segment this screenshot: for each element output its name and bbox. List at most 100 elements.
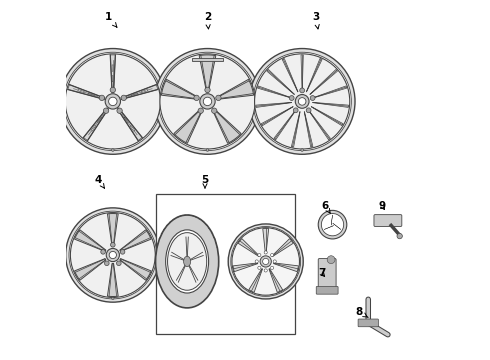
Circle shape: [255, 260, 258, 263]
Ellipse shape: [184, 256, 191, 267]
Circle shape: [289, 96, 294, 100]
Polygon shape: [118, 108, 142, 140]
Circle shape: [306, 108, 311, 113]
Text: 4: 4: [95, 175, 104, 188]
Polygon shape: [124, 117, 128, 123]
Circle shape: [105, 94, 121, 109]
Circle shape: [231, 226, 300, 296]
Circle shape: [198, 108, 203, 113]
Circle shape: [264, 251, 267, 254]
Circle shape: [103, 108, 109, 113]
Polygon shape: [120, 230, 151, 251]
Polygon shape: [233, 263, 258, 272]
Polygon shape: [141, 90, 147, 93]
Circle shape: [158, 52, 257, 150]
FancyBboxPatch shape: [316, 287, 338, 294]
Polygon shape: [88, 93, 95, 96]
Circle shape: [112, 297, 114, 300]
Circle shape: [295, 95, 309, 108]
Polygon shape: [256, 102, 292, 107]
Circle shape: [321, 213, 343, 236]
Polygon shape: [107, 213, 118, 247]
Circle shape: [194, 95, 199, 100]
Circle shape: [65, 54, 160, 149]
Circle shape: [298, 98, 306, 105]
Circle shape: [60, 49, 166, 154]
Polygon shape: [131, 93, 138, 96]
Circle shape: [212, 108, 217, 113]
Polygon shape: [238, 239, 260, 257]
Polygon shape: [68, 85, 104, 99]
Polygon shape: [91, 126, 96, 131]
Circle shape: [121, 95, 126, 100]
Polygon shape: [130, 126, 135, 131]
Polygon shape: [258, 86, 292, 98]
Polygon shape: [192, 58, 223, 61]
Polygon shape: [306, 58, 322, 92]
Polygon shape: [249, 269, 263, 292]
Polygon shape: [311, 107, 343, 126]
Polygon shape: [313, 102, 348, 107]
Polygon shape: [74, 258, 106, 280]
Polygon shape: [308, 110, 330, 140]
FancyBboxPatch shape: [358, 319, 378, 327]
Polygon shape: [199, 55, 216, 92]
Polygon shape: [310, 69, 338, 94]
Circle shape: [206, 149, 209, 151]
Circle shape: [397, 233, 402, 239]
Circle shape: [160, 54, 255, 149]
FancyBboxPatch shape: [374, 215, 402, 226]
Polygon shape: [301, 55, 303, 91]
Polygon shape: [78, 90, 84, 93]
Polygon shape: [161, 79, 199, 99]
Polygon shape: [261, 107, 293, 126]
Circle shape: [327, 256, 335, 264]
Circle shape: [112, 149, 114, 151]
Circle shape: [249, 49, 355, 154]
Circle shape: [106, 248, 120, 262]
Polygon shape: [174, 108, 203, 143]
Circle shape: [117, 108, 122, 113]
Circle shape: [260, 256, 271, 267]
Circle shape: [66, 208, 160, 302]
Circle shape: [310, 96, 315, 100]
Circle shape: [101, 249, 105, 254]
Circle shape: [264, 269, 267, 272]
Polygon shape: [333, 223, 341, 230]
Polygon shape: [282, 58, 298, 92]
Polygon shape: [121, 85, 158, 99]
Text: 8: 8: [356, 307, 368, 318]
Polygon shape: [292, 112, 300, 147]
Polygon shape: [83, 108, 108, 140]
Circle shape: [258, 253, 261, 257]
Circle shape: [294, 108, 298, 113]
Circle shape: [273, 260, 276, 263]
Circle shape: [270, 266, 273, 269]
Circle shape: [110, 87, 116, 93]
Polygon shape: [120, 258, 151, 280]
Circle shape: [216, 95, 221, 100]
Circle shape: [318, 210, 347, 239]
Circle shape: [258, 266, 261, 269]
Ellipse shape: [155, 215, 219, 308]
Circle shape: [69, 211, 157, 299]
Polygon shape: [97, 117, 101, 123]
Ellipse shape: [168, 233, 207, 290]
Circle shape: [301, 149, 303, 151]
Polygon shape: [110, 55, 115, 93]
Polygon shape: [312, 86, 347, 98]
Circle shape: [109, 251, 117, 258]
Polygon shape: [212, 108, 241, 143]
Circle shape: [117, 261, 121, 266]
Text: 2: 2: [204, 13, 211, 29]
Polygon shape: [112, 76, 113, 82]
Polygon shape: [263, 229, 269, 253]
Polygon shape: [107, 264, 118, 297]
Circle shape: [109, 97, 117, 105]
Circle shape: [200, 94, 215, 109]
Circle shape: [263, 258, 269, 265]
FancyBboxPatch shape: [318, 258, 336, 288]
Polygon shape: [331, 215, 333, 225]
Text: 7: 7: [318, 268, 325, 278]
Circle shape: [270, 253, 273, 257]
